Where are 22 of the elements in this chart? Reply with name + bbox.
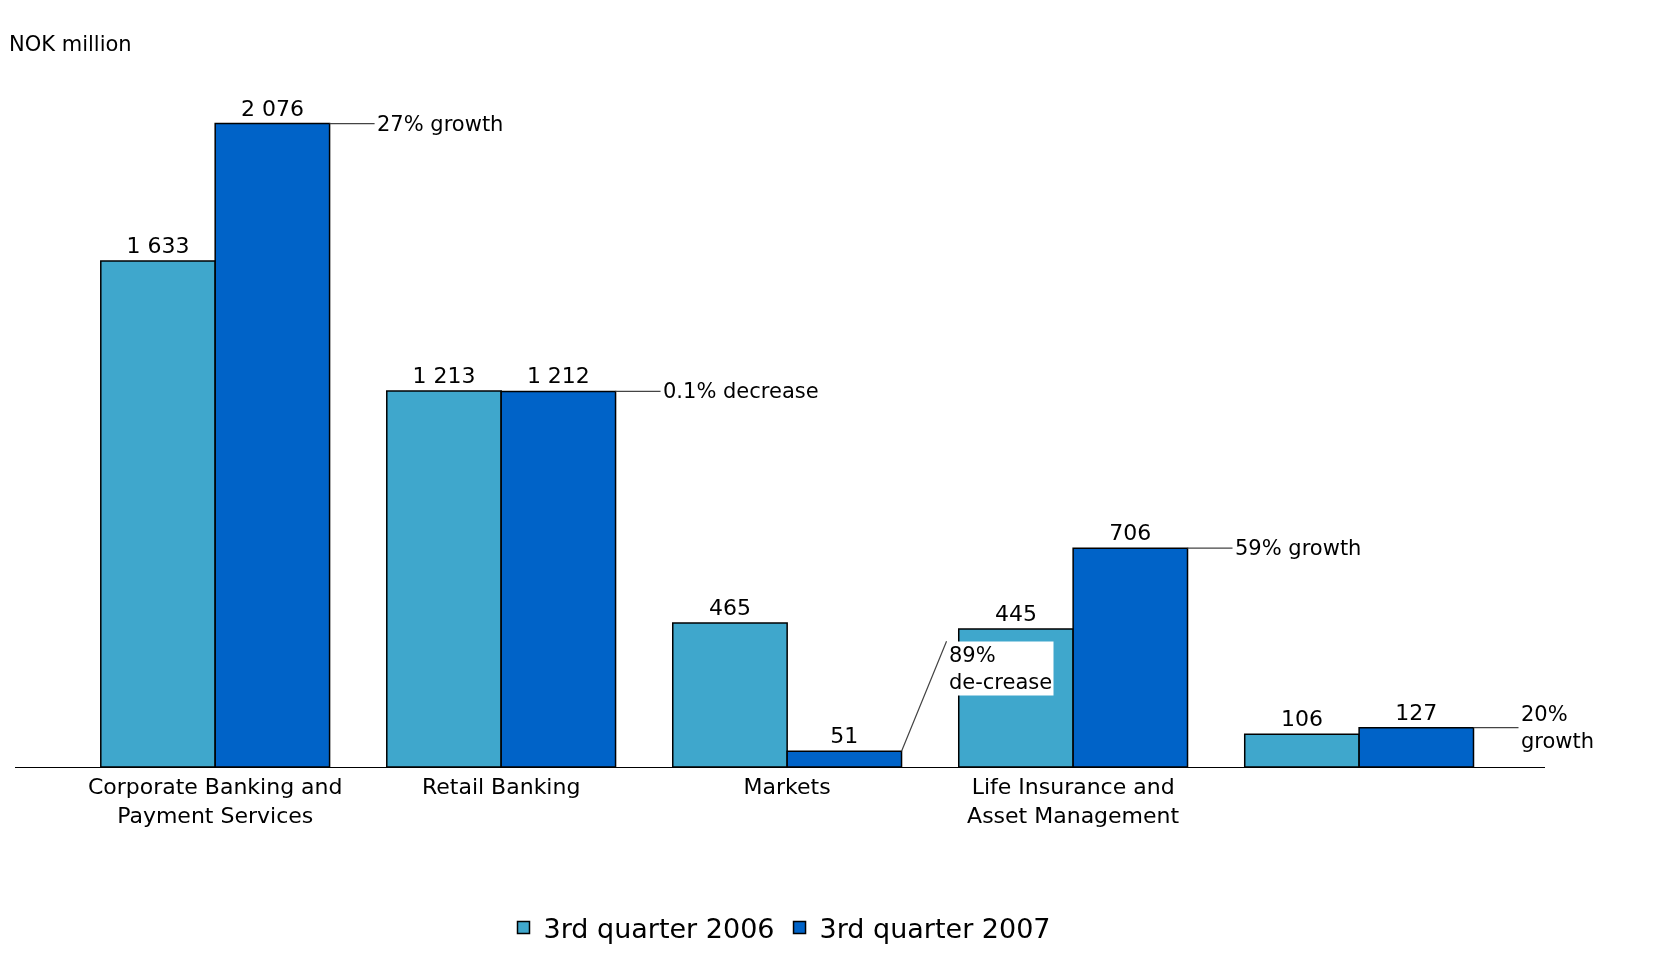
annotation: 59% growth — [1235, 536, 1362, 560]
data-label: 51 — [830, 723, 859, 749]
x-tick-label: Life Insurance and Asset Management — [967, 774, 1180, 828]
y-axis-title: NOK million — [9, 32, 132, 56]
annotation: 0.1% decrease — [663, 379, 819, 403]
data-label: 106 — [1280, 706, 1323, 732]
x-tick-label: Markets — [743, 774, 831, 800]
annotation: 27% growth — [377, 112, 504, 136]
data-label: 1 633 — [126, 232, 190, 258]
data-label: 1 212 — [526, 363, 590, 389]
data-label: 2 076 — [240, 95, 304, 121]
data-label: 465 — [708, 594, 751, 620]
data-label: 445 — [994, 601, 1037, 627]
data-label: 706 — [1109, 520, 1152, 546]
legend-label: 3rd quarter 2006 — [543, 912, 775, 944]
annotation: 89% de-crease — [949, 643, 1053, 695]
data-label: 127 — [1395, 699, 1438, 725]
data-label: 1 213 — [412, 363, 476, 389]
annotation: 20% growth — [1521, 702, 1595, 754]
x-tick-label: Retail Banking — [421, 774, 581, 800]
x-tick-label: Corporate Banking and Payment Services — [87, 774, 343, 828]
legend-label: 3rd quarter 2007 — [819, 912, 1051, 944]
